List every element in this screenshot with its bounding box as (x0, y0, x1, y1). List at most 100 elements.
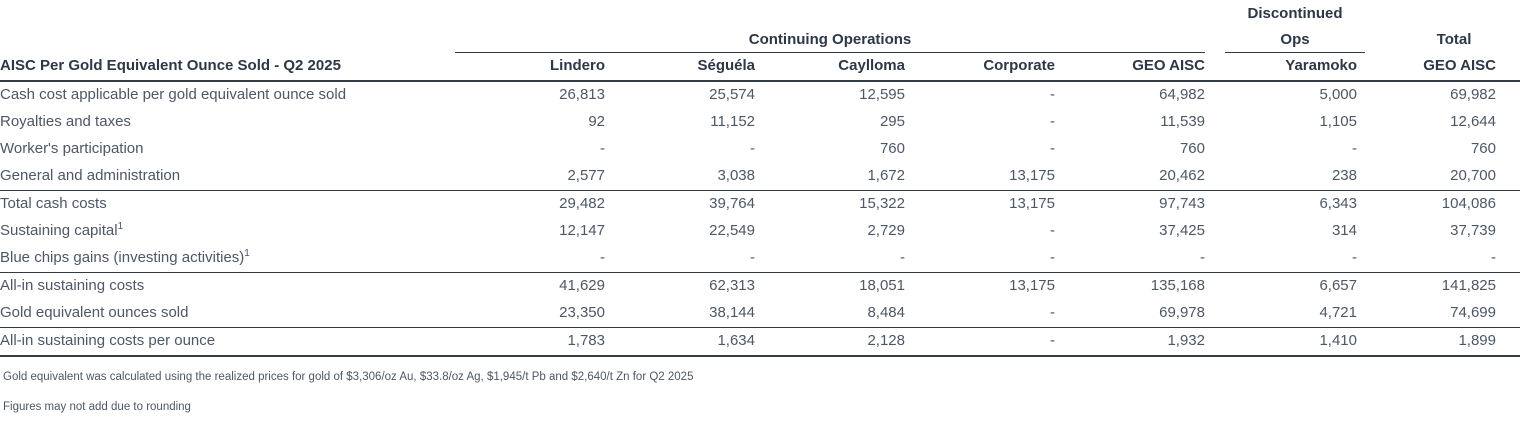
cell-value: - (1050, 222, 1055, 240)
column-header-corporate: Corporate (905, 52, 1055, 82)
table-row-cash-cost: Cash cost applicable per gold equivalent… (0, 81, 1520, 109)
table-row-aisc-per-ounce: All-in sustaining costs per ounce 1,783 … (0, 327, 1520, 357)
cell-value: 1,783 (455, 327, 605, 357)
cell-value: 37,425 (1159, 222, 1205, 240)
cell-value: 41,629 (559, 277, 605, 295)
cell-value: 29,482 (559, 195, 605, 213)
cell-value: - (750, 140, 755, 158)
cell-value: 69,982 (1450, 86, 1496, 104)
cell-value: - (905, 245, 1055, 273)
cell-value: 39,764 (709, 195, 755, 213)
spacer-cell (0, 24, 455, 53)
spacer-cell (1205, 191, 1225, 219)
column-header-seguela: Séguéla (605, 52, 755, 82)
row-label-text: Cash cost applicable per gold equivalent… (0, 86, 347, 104)
cell-value: 22,549 (709, 222, 755, 240)
spacer-cell (1205, 218, 1225, 245)
table-title: AISC Per Gold Equivalent Ounce Sold - Q2… (0, 52, 455, 82)
table-row-royalties: Royalties and taxes 92 11,152 295 - 11,5… (0, 109, 1520, 136)
footnote-gold-equivalent-prices: Gold equivalent was calculated using the… (3, 371, 694, 383)
cell-value: - (905, 327, 1055, 357)
cell-value: 6,657 (1319, 277, 1357, 295)
cell-value: 135,168 (1150, 277, 1205, 295)
spacer-cell (1365, 163, 1388, 191)
row-label: All-in sustaining costs per ounce (0, 327, 455, 357)
spacer-cell (1205, 52, 1225, 82)
spacer-cell (1205, 327, 1225, 357)
cell-value: - (1225, 245, 1365, 273)
group-header-total: Total (1436, 31, 1472, 48)
cell-value: - (1352, 140, 1357, 158)
spacer-cell (1205, 300, 1225, 328)
spacer-cell (455, 0, 1205, 24)
row-label-text: Gold equivalent ounces sold (0, 304, 189, 322)
column-header-lindero: Lindero (455, 52, 605, 82)
table-row-workers-participation: Worker's participation - - 760 - 760 - 7… (0, 136, 1520, 163)
row-label: All-in sustaining costs (0, 273, 455, 301)
cell-value: 1,899 (1388, 327, 1520, 357)
cell-value: - (905, 300, 1055, 328)
spacer-cell (1365, 245, 1388, 273)
cell-value: - (605, 245, 755, 273)
cell-value: 5,000 (1319, 86, 1357, 104)
cell-value: 1,672 (755, 163, 905, 191)
spacer-cell (1365, 191, 1388, 219)
column-header-caylloma: Caylloma (755, 52, 905, 82)
spacer-cell (1365, 273, 1388, 301)
cell-value: 64,982 (1159, 86, 1205, 104)
spacer-cell (1365, 52, 1388, 82)
spacer-cell (0, 0, 455, 24)
cell-value: 92 (588, 113, 605, 131)
spacer-cell (1205, 81, 1225, 109)
column-header-total-geo-aisc: GEO AISC (1388, 52, 1520, 82)
cell-value: 3,038 (605, 163, 755, 191)
spacer-cell (1365, 81, 1388, 109)
spacer-cell (1205, 273, 1225, 301)
spacer-cell (1205, 136, 1225, 163)
footnote-marker: 1 (244, 248, 250, 260)
cell-value: 11,152 (710, 113, 755, 131)
row-label-text: Worker's participation (0, 140, 144, 158)
row-label-text: Total cash costs (0, 195, 107, 213)
row-label-text: General and administration (0, 167, 181, 185)
spacer-cell (1365, 300, 1388, 328)
row-label: General and administration (0, 163, 455, 191)
cell-value: 2,577 (455, 163, 605, 191)
cell-value: 1,410 (1225, 327, 1365, 357)
cell-value: 25,574 (709, 86, 755, 104)
table-row-general-admin: General and administration 2,577 3,038 1… (0, 163, 1520, 191)
cell-value: - (600, 140, 605, 158)
row-label: Gold equivalent ounces sold (0, 300, 455, 328)
footnote-marker: 1 (117, 221, 124, 233)
row-label-text: Blue chips gains (investing activities) (0, 249, 245, 267)
cell-value: 1,105 (1319, 113, 1357, 131)
row-label: Total cash costs (0, 191, 455, 219)
column-header-yaramoko: Yaramoko (1225, 52, 1365, 82)
cell-value: 26,813 (559, 86, 605, 104)
cell-value: 4,721 (1225, 300, 1365, 328)
cell-value: 69,978 (1055, 300, 1205, 328)
cell-value: 37,739 (1450, 222, 1496, 240)
row-label: Blue chips gains (investing activities)1 (0, 245, 455, 273)
row-label-text: Sustaining capital (0, 222, 118, 240)
spacer-cell (1365, 136, 1388, 163)
row-label: Royalties and taxes (0, 109, 455, 136)
cell-value: 11,539 (1160, 113, 1205, 131)
cell-value: 314 (1331, 222, 1357, 240)
group-header-discontinued-line1: Discontinued (1247, 4, 1343, 22)
cell-value: 760 (1179, 140, 1205, 158)
cell-value: 20,462 (1055, 163, 1205, 191)
row-label-text: All-in sustaining costs (0, 277, 145, 295)
row-label: Cash cost applicable per gold equivalent… (0, 81, 455, 109)
cell-value: 141,825 (1441, 277, 1496, 295)
footnotes-section: Gold equivalent was calculated using the… (0, 370, 1520, 426)
cell-value: 760 (879, 140, 905, 158)
group-header-continuing-operations: Continuing Operations (455, 24, 1205, 53)
cell-value: 62,313 (709, 277, 755, 295)
cell-value: 74,699 (1388, 300, 1520, 328)
row-label-text: All-in sustaining costs per ounce (0, 332, 216, 350)
spacer-cell (1365, 24, 1388, 53)
cell-value: 2,729 (867, 222, 905, 240)
spacer-cell (1365, 0, 1388, 24)
cell-value: 97,743 (1159, 195, 1205, 213)
